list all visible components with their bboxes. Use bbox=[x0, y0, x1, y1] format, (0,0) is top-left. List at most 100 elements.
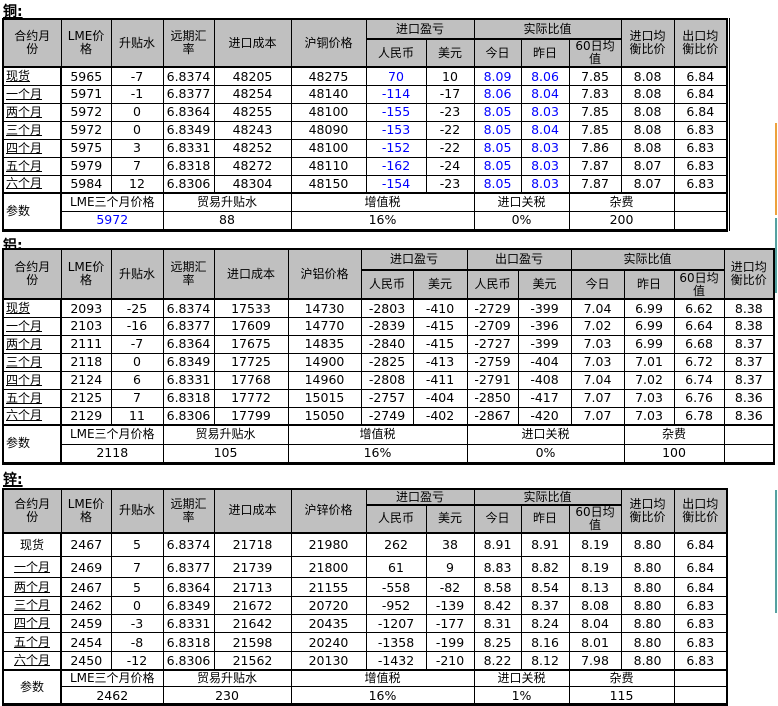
data-cell[interactable]: -2729 bbox=[466, 298, 519, 318]
data-cell[interactable]: 48090 bbox=[290, 120, 367, 140]
data-cell[interactable]: 20435 bbox=[290, 614, 367, 634]
data-cell[interactable]: 8.38 bbox=[723, 316, 775, 336]
row-label-cell[interactable]: 五个月 bbox=[2, 156, 62, 176]
data-cell[interactable]: -23 bbox=[425, 174, 475, 194]
data-cell[interactable]: -7 bbox=[110, 334, 164, 354]
data-cell[interactable]: -399 bbox=[517, 298, 572, 318]
data-cell[interactable]: -2839 bbox=[360, 316, 414, 336]
data-cell[interactable]: 14770 bbox=[287, 316, 362, 336]
data-cell[interactable]: 0 bbox=[110, 102, 164, 122]
data-cell[interactable]: -155 bbox=[365, 102, 427, 122]
sub-header-cell[interactable]: 昨日 bbox=[623, 269, 675, 300]
data-cell[interactable]: -177 bbox=[425, 614, 475, 634]
data-cell[interactable]: 8.07 bbox=[620, 174, 675, 194]
data-cell[interactable]: 48150 bbox=[290, 174, 367, 194]
data-cell[interactable]: 7 bbox=[110, 556, 164, 579]
data-cell[interactable]: 7.83 bbox=[568, 84, 622, 104]
data-cell[interactable]: 5972 bbox=[60, 102, 112, 122]
data-cell[interactable]: 5984 bbox=[60, 174, 112, 194]
data-cell[interactable]: 17609 bbox=[213, 316, 289, 336]
data-cell[interactable]: 8.31 bbox=[473, 614, 522, 634]
sub-header-cell[interactable]: 60日均 值 bbox=[568, 38, 622, 68]
data-cell[interactable]: 8.03 bbox=[520, 138, 570, 158]
sub-header-cell[interactable]: 昨日 bbox=[520, 504, 570, 534]
data-cell[interactable]: 6.8349 bbox=[162, 352, 215, 372]
data-cell[interactable]: 6.83 bbox=[673, 596, 728, 616]
data-cell[interactable]: 8.08 bbox=[620, 84, 675, 104]
sub-header-cell[interactable]: 美元 bbox=[517, 269, 572, 300]
data-cell[interactable]: 6.8318 bbox=[162, 156, 215, 176]
param-value-cell[interactable]: 0% bbox=[473, 210, 570, 231]
data-cell[interactable]: 2462 bbox=[60, 596, 112, 616]
row-label-cell[interactable]: 现货 bbox=[2, 66, 62, 86]
param-value-cell[interactable]: 200 bbox=[568, 210, 675, 231]
data-cell[interactable]: 2454 bbox=[60, 632, 112, 653]
column-header-cell[interactable]: 进口成本 bbox=[213, 18, 292, 68]
data-cell[interactable]: -404 bbox=[517, 352, 572, 372]
data-cell[interactable]: 6.8318 bbox=[162, 388, 215, 408]
data-cell[interactable]: 5 bbox=[110, 577, 164, 598]
param-name-cell[interactable]: 贸易升贴水 bbox=[162, 668, 292, 688]
param-name-cell[interactable]: LME三个月价格 bbox=[60, 668, 164, 688]
param-name-cell[interactable]: 增值税 bbox=[287, 424, 468, 445]
data-cell[interactable]: 48272 bbox=[213, 156, 292, 176]
data-cell[interactable]: -3 bbox=[110, 614, 164, 634]
data-cell[interactable]: 15015 bbox=[287, 388, 362, 408]
data-cell[interactable]: 5965 bbox=[60, 66, 112, 86]
row-label-cell[interactable]: 四个月 bbox=[2, 370, 62, 390]
row-label-cell[interactable]: 六个月 bbox=[2, 174, 62, 194]
params-label-cell[interactable]: 参数 bbox=[2, 668, 62, 706]
data-cell[interactable]: 7.86 bbox=[568, 138, 622, 158]
data-cell[interactable]: 2111 bbox=[60, 334, 112, 354]
data-cell[interactable]: 6.8306 bbox=[162, 651, 215, 671]
param-value-cell[interactable]: 2462 bbox=[60, 686, 164, 706]
data-cell[interactable]: 6.83 bbox=[673, 614, 728, 634]
param-value-cell[interactable] bbox=[673, 210, 728, 231]
data-cell[interactable]: 6.8364 bbox=[162, 577, 215, 598]
data-cell[interactable]: 70 bbox=[365, 66, 427, 86]
data-cell[interactable]: 8.91 bbox=[473, 532, 522, 558]
data-cell[interactable]: 7.98 bbox=[568, 651, 622, 671]
param-name-cell[interactable] bbox=[723, 424, 775, 445]
data-cell[interactable]: 48110 bbox=[290, 156, 367, 176]
data-cell[interactable]: -952 bbox=[365, 596, 427, 616]
data-cell[interactable]: 6.83 bbox=[673, 651, 728, 671]
data-cell[interactable]: -7 bbox=[110, 66, 164, 86]
data-cell[interactable]: 6.83 bbox=[673, 174, 728, 194]
param-value-cell[interactable]: 88 bbox=[162, 210, 292, 231]
data-cell[interactable]: -2850 bbox=[466, 388, 519, 408]
data-cell[interactable]: -411 bbox=[412, 370, 468, 390]
data-cell[interactable]: -2840 bbox=[360, 334, 414, 354]
data-cell[interactable]: -410 bbox=[412, 298, 468, 318]
param-name-cell[interactable]: 贸易升贴水 bbox=[162, 192, 292, 212]
column-header-cell[interactable]: 远期汇 率 bbox=[162, 488, 215, 534]
zinc-section-title[interactable]: 锌: bbox=[3, 472, 23, 488]
data-cell[interactable]: 8.01 bbox=[568, 632, 622, 653]
data-cell[interactable]: 6.99 bbox=[623, 316, 675, 336]
data-cell[interactable]: 6.64 bbox=[673, 316, 725, 336]
data-cell[interactable]: 21800 bbox=[290, 556, 367, 579]
param-value-cell[interactable]: 2118 bbox=[60, 443, 164, 464]
sub-header-cell[interactable]: 人民币 bbox=[466, 269, 519, 300]
data-cell[interactable]: -2749 bbox=[360, 406, 414, 426]
data-cell[interactable]: 7.07 bbox=[570, 406, 625, 426]
data-cell[interactable]: -25 bbox=[110, 298, 164, 318]
data-cell[interactable]: 5972 bbox=[60, 120, 112, 140]
param-value-cell[interactable]: 230 bbox=[162, 686, 292, 706]
sub-header-cell[interactable]: 人民币 bbox=[365, 38, 427, 68]
column-header-cell[interactable]: 远期汇 率 bbox=[162, 18, 215, 68]
data-cell[interactable]: 8.91 bbox=[520, 532, 570, 558]
data-cell[interactable]: 262 bbox=[365, 532, 427, 558]
data-cell[interactable]: 6.8374 bbox=[162, 298, 215, 318]
data-cell[interactable]: 7.03 bbox=[570, 352, 625, 372]
data-cell[interactable]: 8.04 bbox=[520, 84, 570, 104]
data-cell[interactable]: 6.68 bbox=[673, 334, 725, 354]
data-cell[interactable]: 0 bbox=[110, 352, 164, 372]
data-cell[interactable]: 8.80 bbox=[620, 532, 675, 558]
data-cell[interactable]: 0 bbox=[110, 120, 164, 140]
data-cell[interactable]: 8.08 bbox=[620, 102, 675, 122]
data-cell[interactable]: 6.83 bbox=[673, 138, 728, 158]
data-cell[interactable]: 8.80 bbox=[620, 577, 675, 598]
sub-header-cell[interactable]: 今日 bbox=[473, 504, 522, 534]
data-cell[interactable]: 6 bbox=[110, 370, 164, 390]
